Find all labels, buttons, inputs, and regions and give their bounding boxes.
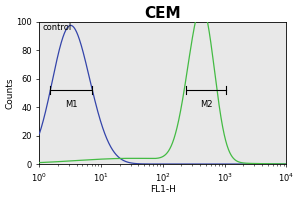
X-axis label: FL1-H: FL1-H [150,185,176,194]
Y-axis label: Counts: Counts [6,77,15,109]
Title: CEM: CEM [145,6,181,21]
Text: M2: M2 [200,100,212,109]
Text: control: control [42,23,72,32]
Text: M1: M1 [65,100,77,109]
